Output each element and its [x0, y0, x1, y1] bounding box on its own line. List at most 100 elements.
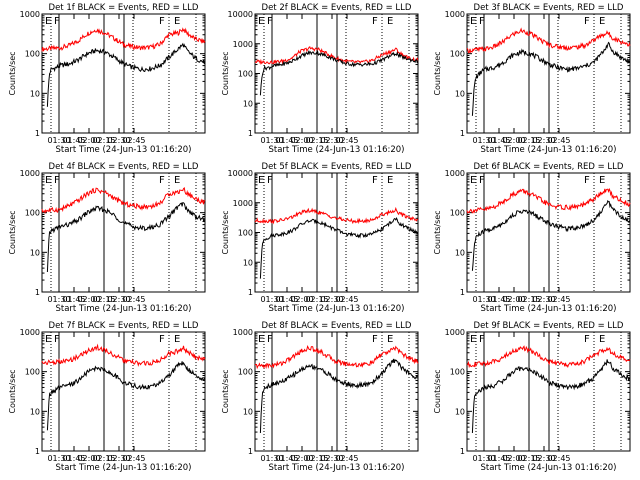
x-tick-label: 02:15	[305, 454, 328, 463]
y-tick-label: 10	[455, 407, 465, 416]
x-tick-label: 01:30	[260, 295, 283, 304]
x-tick-label: 02:00	[290, 295, 313, 304]
x-tick-label: 01:45	[275, 454, 298, 463]
lld-series-line	[466, 187, 631, 214]
y-tick-label: 10	[455, 89, 465, 98]
x-tick-label: 02:30	[320, 136, 343, 145]
y-tick-label: 10	[30, 248, 40, 257]
x-tick-label: 02:45	[335, 454, 358, 463]
y-tick-label: 100	[450, 50, 465, 59]
flag-marker-f: F	[159, 334, 165, 345]
y-tick-label: 100	[25, 209, 40, 218]
x-tick-label: 02:30	[532, 136, 555, 145]
y-tick-label: 1	[248, 129, 253, 138]
y-tick-label: 10000	[228, 10, 253, 19]
flag-marker-e: E	[599, 16, 605, 27]
x-tick-label: 01:45	[62, 454, 85, 463]
y-tick-label: 100	[450, 209, 465, 218]
flag-marker-f: F	[54, 16, 60, 27]
flag-marker-e: E	[470, 334, 476, 345]
x-tick-label: 01:45	[487, 295, 510, 304]
x-tick-label: 02:45	[122, 136, 145, 145]
y-tick-label: 100	[25, 50, 40, 59]
x-tick-label: 01:30	[47, 454, 70, 463]
y-tick-label: 10	[30, 407, 40, 416]
y-axis-label: Counts/sec	[221, 210, 230, 254]
flag-marker-f: F	[584, 334, 590, 345]
x-tick-label: 02:15	[517, 454, 540, 463]
panel-5: Det 5f BLACK = Events, RED = LLD 1 10 100 10…	[221, 162, 419, 314]
y-tick-label: 100	[450, 368, 465, 377]
x-tick-label: 01:30	[260, 136, 283, 145]
chart-title: Det 8f BLACK = Events, RED = LLD	[262, 321, 412, 331]
y-tick-label: 100	[238, 70, 253, 79]
flag-marker-e: E	[258, 16, 264, 27]
lld-series-line	[254, 206, 419, 225]
x-tick-label: 02:00	[502, 454, 525, 463]
events-series-line	[46, 361, 206, 431]
y-tick-label: 100	[25, 368, 40, 377]
flag-marker-e: E	[258, 334, 264, 345]
x-tick-label: 02:15	[92, 295, 115, 304]
x-tick-label: 02:00	[290, 136, 313, 145]
x-tick-label: 02:30	[532, 295, 555, 304]
x-tick-label: 02:30	[107, 454, 130, 463]
flag-marker-f: F	[479, 16, 485, 27]
x-tick-label: 02:00	[77, 454, 100, 463]
y-axis-label: Counts/sec	[8, 369, 17, 413]
x-axis-label: Start Time (24-Jun-13 01:16:20)	[269, 304, 405, 314]
panel-6: Det 6f BLACK = Events, RED = LLD 1 10 100 10…	[433, 162, 631, 314]
y-tick-label: 10	[243, 258, 253, 267]
y-tick-label: 1	[460, 447, 465, 456]
events-series-line	[46, 42, 206, 107]
flag-marker-e: E	[258, 175, 264, 186]
y-tick-label: 1000	[233, 40, 253, 49]
y-tick-label: 10	[243, 99, 253, 108]
x-tick-label: 02:15	[517, 295, 540, 304]
x-tick-label: 02:15	[92, 136, 115, 145]
y-tick-label: 10	[30, 89, 40, 98]
x-tick-label: 02:45	[122, 454, 145, 463]
y-tick-label: 1	[248, 447, 253, 456]
x-axis-label: Start Time (24-Jun-13 01:16:20)	[56, 145, 192, 155]
flag-marker-f: F	[584, 16, 590, 27]
y-tick-label: 1	[248, 288, 253, 297]
x-axis-label: Start Time (24-Jun-13 01:16:20)	[56, 304, 192, 314]
lld-series-line	[254, 46, 419, 65]
y-tick-label: 1	[35, 288, 40, 297]
panel-7: Det 7f BLACK = Events, RED = LLD 1 10 100 10…	[8, 321, 206, 473]
flag-marker-f: F	[159, 16, 165, 27]
y-axis-label: Counts/sec	[433, 369, 442, 413]
x-tick-label: 01:30	[472, 295, 495, 304]
flag-marker-e: E	[45, 334, 51, 345]
flag-marker-f: F	[479, 175, 485, 186]
flag-marker-f: F	[54, 175, 60, 186]
panel-9: Det 9f BLACK = Events, RED = LLD 1 10 100 10…	[433, 321, 631, 473]
y-tick-label: 100	[238, 229, 253, 238]
x-tick-label: 02:00	[502, 136, 525, 145]
x-tick-label: 01:30	[472, 136, 495, 145]
x-tick-label: 02:15	[305, 136, 328, 145]
flag-marker-e: E	[599, 175, 605, 186]
chart-title: Det 4f BLACK = Events, RED = LLD	[49, 162, 199, 172]
lld-series-line	[41, 27, 206, 52]
flag-marker-f: F	[479, 334, 485, 345]
flag-marker-e: E	[45, 16, 51, 27]
x-tick-label: 02:45	[547, 454, 570, 463]
x-tick-label: 01:45	[62, 136, 85, 145]
events-series-line	[259, 49, 419, 96]
flag-marker-e: E	[174, 334, 180, 345]
x-axis-label: Start Time (24-Jun-13 01:16:20)	[269, 463, 405, 473]
x-tick-label: 02:30	[107, 295, 130, 304]
y-tick-label: 1	[460, 129, 465, 138]
flag-marker-f: F	[267, 16, 273, 27]
chart-title: Det 1f BLACK = Events, RED = LLD	[49, 3, 199, 13]
flag-marker-e: E	[174, 175, 180, 186]
x-tick-label: 02:45	[547, 295, 570, 304]
x-tick-label: 02:15	[92, 454, 115, 463]
x-axis-label: Start Time (24-Jun-13 01:16:20)	[269, 145, 405, 155]
y-tick-label: 1000	[233, 199, 253, 208]
chart-title: Det 7f BLACK = Events, RED = LLD	[49, 321, 199, 331]
x-tick-label: 02:00	[77, 136, 100, 145]
